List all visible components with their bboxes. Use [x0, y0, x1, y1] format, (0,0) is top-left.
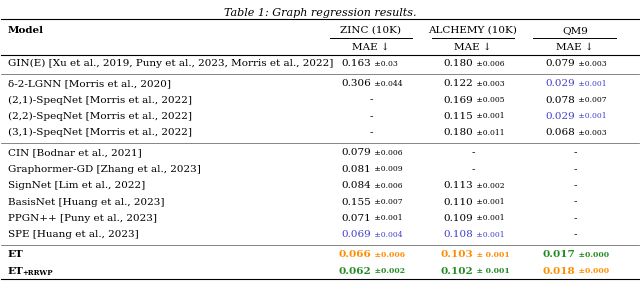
Text: Table 1: Graph regression results.: Table 1: Graph regression results.: [224, 8, 416, 18]
Text: 0.306: 0.306: [341, 79, 371, 88]
Text: -: -: [369, 128, 372, 137]
Text: ± 0.001: ± 0.001: [474, 267, 510, 275]
Text: 0.115: 0.115: [443, 112, 473, 121]
Text: 0.110: 0.110: [443, 197, 473, 206]
Text: ±0.001: ±0.001: [474, 113, 505, 120]
Text: SignNet [Lim et al., 2022]: SignNet [Lim et al., 2022]: [8, 181, 145, 190]
Text: MAE ↓: MAE ↓: [454, 43, 492, 52]
Text: ±0.003: ±0.003: [576, 129, 607, 137]
Text: ZINC (10K): ZINC (10K): [340, 26, 401, 35]
Text: -: -: [471, 165, 475, 174]
Text: δ-2-LGNN [Morris et al., 2020]: δ-2-LGNN [Morris et al., 2020]: [8, 79, 171, 88]
Text: 0.029: 0.029: [545, 79, 575, 88]
Text: 0.113: 0.113: [443, 181, 473, 190]
Text: ±0.006: ±0.006: [474, 59, 505, 68]
Text: 0.062: 0.062: [338, 267, 371, 276]
Text: ±0.007: ±0.007: [372, 198, 403, 206]
Text: -: -: [573, 197, 577, 206]
Text: (2,2)-SpeqNet [Morris et al., 2022]: (2,2)-SpeqNet [Morris et al., 2022]: [8, 112, 192, 121]
Text: 0.108: 0.108: [443, 230, 473, 239]
Text: Model: Model: [8, 26, 44, 35]
Text: -: -: [573, 148, 577, 157]
Text: 0.102: 0.102: [440, 267, 473, 276]
Text: -: -: [369, 112, 372, 121]
Text: 0.068: 0.068: [545, 128, 575, 137]
Text: -: -: [573, 230, 577, 239]
Text: ±0.002: ±0.002: [474, 182, 505, 190]
Text: 0.029: 0.029: [545, 112, 575, 121]
Text: 0.069: 0.069: [341, 230, 371, 239]
Text: ±0.03: ±0.03: [372, 59, 398, 68]
Text: Graphormer-GD [Zhang et al., 2023]: Graphormer-GD [Zhang et al., 2023]: [8, 165, 200, 174]
Text: ±0.004: ±0.004: [372, 231, 403, 239]
Text: 0.169: 0.169: [443, 95, 473, 105]
Text: ±0.001: ±0.001: [372, 214, 403, 222]
Text: -: -: [471, 148, 475, 157]
Text: 0.103: 0.103: [440, 250, 473, 259]
Text: ±0.000: ±0.000: [576, 267, 609, 275]
Text: ± 0.001: ± 0.001: [474, 251, 510, 259]
Text: -: -: [369, 95, 372, 105]
Text: 0.079: 0.079: [341, 148, 371, 157]
Text: ±0.003: ±0.003: [474, 80, 505, 88]
Text: +RRWP: +RRWP: [22, 269, 53, 277]
Text: 0.079: 0.079: [545, 59, 575, 68]
Text: ±0.006: ±0.006: [372, 251, 405, 259]
Text: 0.163: 0.163: [341, 59, 371, 68]
Text: GIN(E) [Xu et al., 2019, Puny et al., 2023, Morris et al., 2022]: GIN(E) [Xu et al., 2019, Puny et al., 20…: [8, 59, 333, 68]
Text: -: -: [573, 181, 577, 190]
Text: ±0.000: ±0.000: [576, 251, 609, 259]
Text: BasisNet [Huang et al., 2023]: BasisNet [Huang et al., 2023]: [8, 197, 164, 206]
Text: ±0.006: ±0.006: [372, 182, 403, 190]
Text: SPE [Huang et al., 2023]: SPE [Huang et al., 2023]: [8, 230, 138, 239]
Text: -: -: [573, 165, 577, 174]
Text: 0.180: 0.180: [443, 128, 473, 137]
Text: ALCHEMY (10K): ALCHEMY (10K): [429, 26, 517, 35]
Text: 0.084: 0.084: [341, 181, 371, 190]
Text: PPGN++ [Puny et al., 2023]: PPGN++ [Puny et al., 2023]: [8, 214, 157, 223]
Text: ±0.001: ±0.001: [474, 231, 505, 239]
Text: (3,1)-SpeqNet [Morris et al., 2022]: (3,1)-SpeqNet [Morris et al., 2022]: [8, 128, 192, 137]
Text: 0.017: 0.017: [542, 250, 575, 259]
Text: 0.109: 0.109: [443, 214, 473, 223]
Text: ±0.001: ±0.001: [576, 80, 607, 88]
Text: ±0.011: ±0.011: [474, 129, 505, 137]
Text: ±0.009: ±0.009: [372, 165, 403, 173]
Text: ±0.001: ±0.001: [576, 113, 607, 120]
Text: MAE ↓: MAE ↓: [352, 43, 390, 52]
Text: ±0.044: ±0.044: [372, 80, 403, 88]
Text: QM9: QM9: [562, 26, 588, 35]
Text: ±0.001: ±0.001: [474, 198, 505, 206]
Text: ±0.003: ±0.003: [576, 59, 607, 68]
Text: ±0.006: ±0.006: [372, 149, 403, 157]
Text: ±0.001: ±0.001: [474, 214, 505, 222]
Text: 0.081: 0.081: [341, 165, 371, 174]
Text: 0.018: 0.018: [542, 267, 575, 276]
Text: ET: ET: [8, 267, 24, 276]
Text: 0.180: 0.180: [443, 59, 473, 68]
Text: ET: ET: [8, 250, 24, 259]
Text: ±0.005: ±0.005: [474, 96, 505, 104]
Text: MAE ↓: MAE ↓: [556, 43, 594, 52]
Text: 0.066: 0.066: [338, 250, 371, 259]
Text: ±0.007: ±0.007: [576, 96, 607, 104]
Text: (2,1)-SpeqNet [Morris et al., 2022]: (2,1)-SpeqNet [Morris et al., 2022]: [8, 95, 192, 105]
Text: CIN [Bodnar et al., 2021]: CIN [Bodnar et al., 2021]: [8, 148, 141, 157]
Text: 0.078: 0.078: [545, 95, 575, 105]
Text: 0.155: 0.155: [341, 197, 371, 206]
Text: ±0.002: ±0.002: [372, 267, 405, 275]
Text: 0.122: 0.122: [443, 79, 473, 88]
Text: 0.071: 0.071: [341, 214, 371, 223]
Text: -: -: [573, 214, 577, 223]
